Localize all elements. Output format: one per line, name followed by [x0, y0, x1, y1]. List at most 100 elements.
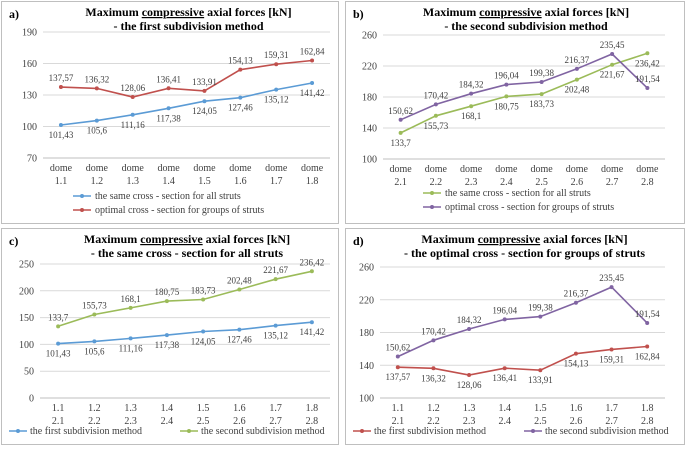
data-label: 199,38 [529, 68, 554, 78]
data-label: 221,67 [263, 265, 288, 275]
data-point [398, 117, 403, 122]
y-tick-label: 220 [362, 62, 377, 73]
legend-marker [16, 429, 20, 433]
title-prefix: Maximum [84, 232, 140, 246]
x-tick-label: dome [265, 163, 288, 174]
data-point [395, 365, 400, 370]
data-point [398, 130, 403, 135]
data-point [467, 326, 472, 331]
x-tick-label: 2.3 [463, 416, 476, 427]
data-label: 141,42 [300, 88, 325, 98]
data-point [504, 94, 509, 99]
x-tick-label: 1.3 [463, 403, 476, 414]
data-point [609, 347, 614, 352]
x-tick-label: dome [531, 164, 554, 175]
x-tick-label: dome [495, 164, 518, 175]
data-point [166, 86, 171, 91]
y-tick-label: 140 [359, 361, 374, 372]
data-point [202, 99, 207, 104]
series-line-2 [60, 59, 313, 98]
x-tick-label: 2.1 [392, 416, 405, 427]
legend-label: optimal cross - section for groups of st… [95, 205, 264, 216]
data-label: 124,05 [192, 106, 217, 116]
panel-label: c) [9, 234, 18, 248]
data-point [645, 344, 650, 349]
title-prefix: Maximum [85, 5, 141, 19]
x-tick-label: 2.5 [534, 416, 547, 427]
data-point [574, 77, 579, 82]
x-tick-label: 1.8 [306, 403, 319, 414]
x-tick-label: dome [636, 164, 659, 175]
data-label: 168,1 [461, 111, 481, 121]
x-tick-label: 2.8 [641, 177, 654, 188]
y-tick-label: 100 [359, 394, 374, 405]
data-label: 135,12 [264, 95, 289, 105]
chart-panel-d: d) Maximum compressive axial forces [kN]-… [345, 228, 685, 445]
chart-title: Maximum compressive axial forces [kN] [84, 232, 290, 246]
y-tick-label: 190 [22, 28, 37, 39]
x-tick-label: dome [460, 164, 483, 175]
x-tick-label: 2.5 [197, 416, 210, 427]
data-label: 235,45 [600, 40, 625, 50]
data-point [130, 95, 135, 100]
data-point [573, 351, 578, 356]
data-point [610, 52, 615, 57]
title-prefix: Maximum [421, 232, 477, 246]
x-tick-label: 1.6 [234, 176, 247, 187]
y-tick-label: 260 [362, 31, 377, 42]
data-label: 159,31 [599, 354, 624, 364]
y-tick-label: 180 [359, 328, 374, 339]
x-tick-label: 2.7 [606, 177, 619, 188]
x-tick-label: 1.2 [91, 176, 104, 187]
data-label: 127,46 [228, 103, 253, 113]
data-point [92, 339, 97, 344]
title-prefix: Maximum [423, 5, 479, 19]
x-tick-label: 1.7 [605, 403, 618, 414]
legend-label: the first subdivision method [30, 426, 142, 437]
x-tick-label: 2.8 [641, 416, 654, 427]
data-point [431, 366, 436, 371]
title-emphasis: compressive [478, 232, 541, 246]
data-point [237, 327, 242, 332]
x-tick-label: 1.7 [269, 403, 282, 414]
title-suffix: axial forces [kN] [540, 232, 627, 246]
data-point [166, 106, 171, 111]
data-point [467, 373, 472, 378]
data-label: 199,38 [528, 303, 553, 313]
data-point [538, 368, 543, 373]
data-label: 117,38 [155, 340, 180, 350]
chart-subtitle: - the first subdivision method [113, 19, 263, 33]
x-tick-label: 2.6 [570, 416, 583, 427]
x-tick-label: 2.6 [233, 416, 246, 427]
data-label: 111,16 [119, 343, 144, 353]
data-label: 191,54 [635, 74, 660, 84]
data-label: 184,32 [459, 80, 484, 90]
legend-marker [531, 429, 535, 433]
x-tick-label: 2.6 [571, 177, 584, 188]
series-line-1 [400, 52, 648, 134]
y-tick-label: 250 [19, 260, 34, 271]
data-label: 105,6 [87, 126, 108, 136]
data-label: 133,91 [192, 77, 217, 87]
panel-border [345, 228, 685, 445]
x-tick-label: 1.1 [392, 403, 405, 414]
data-label: 159,31 [264, 50, 289, 60]
data-label: 236,42 [300, 257, 325, 267]
data-point [164, 299, 169, 304]
series-line-1 [58, 321, 312, 345]
y-tick-label: 150 [19, 313, 34, 324]
legend-label: the second subdivision method [545, 426, 669, 437]
data-point [469, 91, 474, 96]
data-label: 221,67 [600, 70, 625, 80]
x-tick-label: dome [390, 164, 413, 175]
data-point [58, 122, 63, 127]
title-suffix: axial forces [kN] [203, 232, 290, 246]
data-point [274, 87, 279, 92]
x-tick-label: 1.8 [641, 403, 654, 414]
title-suffix: axial forces [kN] [542, 5, 629, 19]
data-point [539, 79, 544, 84]
x-tick-label: 1.1 [55, 176, 68, 187]
x-tick-label: 2.4 [161, 416, 174, 427]
x-tick-label: 1.3 [124, 403, 137, 414]
